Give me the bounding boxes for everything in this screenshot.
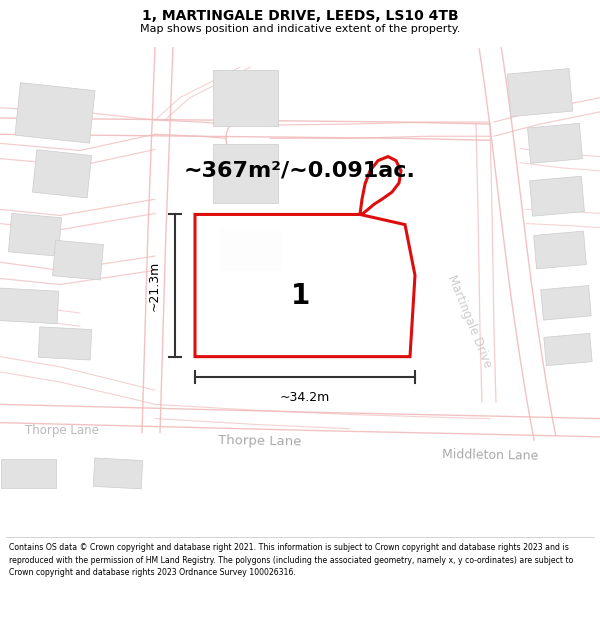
Text: 1: 1 [290, 282, 310, 310]
Bar [0, 288, 59, 324]
Bar [94, 458, 143, 489]
Bar [53, 241, 103, 280]
Bar [32, 150, 92, 198]
Bar [15, 82, 95, 143]
Bar [541, 286, 591, 320]
Bar [8, 213, 62, 256]
Bar [212, 144, 277, 203]
Bar [212, 70, 277, 126]
Bar [533, 231, 586, 269]
Text: Contains OS data © Crown copyright and database right 2021. This information is : Contains OS data © Crown copyright and d… [9, 543, 573, 577]
Bar [530, 176, 584, 216]
Bar [1, 459, 56, 488]
Bar [527, 123, 583, 163]
Text: 1, MARTINGALE DRIVE, LEEDS, LS10 4TB: 1, MARTINGALE DRIVE, LEEDS, LS10 4TB [142, 9, 458, 23]
Text: ~367m²/~0.091ac.: ~367m²/~0.091ac. [184, 161, 416, 181]
Bar [507, 69, 573, 117]
Polygon shape [195, 156, 415, 357]
Text: Map shows position and indicative extent of the property.: Map shows position and indicative extent… [140, 24, 460, 34]
Text: ~34.2m: ~34.2m [280, 391, 330, 404]
Text: Thorpe Lane: Thorpe Lane [218, 434, 302, 448]
Text: ~21.3m: ~21.3m [148, 261, 161, 311]
Text: Thorpe Lane: Thorpe Lane [25, 424, 99, 438]
Bar [38, 327, 92, 360]
Bar [219, 229, 281, 270]
Text: Martingale Drive: Martingale Drive [445, 273, 494, 369]
Bar [544, 333, 592, 366]
Text: Middleton Lane: Middleton Lane [442, 448, 538, 462]
